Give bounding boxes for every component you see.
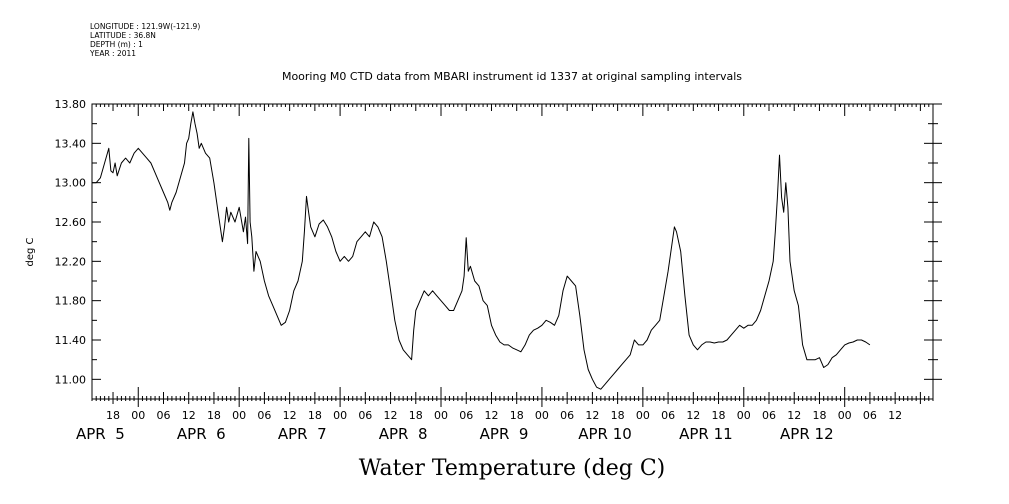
y-tick-label: 13.00 xyxy=(55,177,87,190)
y-axis-label: deg C xyxy=(25,237,36,266)
x-hour-label: 12 xyxy=(585,409,599,422)
x-hour-label: 00 xyxy=(131,409,145,422)
x-hour-label: 06 xyxy=(459,409,473,422)
x-hour-label: 12 xyxy=(283,409,297,422)
x-hour-label: 12 xyxy=(384,409,398,422)
x-day-label: APR 5 xyxy=(76,425,125,443)
series-line xyxy=(92,111,871,390)
y-tick-label: 12.60 xyxy=(55,216,87,229)
x-hour-label: 18 xyxy=(812,409,826,422)
x-hour-label: 12 xyxy=(787,409,801,422)
series-group xyxy=(92,111,871,390)
plot-frame xyxy=(91,103,934,400)
x-hour-label: 00 xyxy=(333,409,347,422)
x-axis-ticks: 18 00 06 12 18 00 06 12 18 00 06 12 18 00 06 12 18 00 06 12… xyxy=(76,104,934,443)
x-hour-label: 06 xyxy=(560,409,574,422)
x-hour-label: 00 xyxy=(434,409,448,422)
x-hour-label: 12 xyxy=(686,409,700,422)
y-tick-label: 11.40 xyxy=(55,334,87,347)
metadata-block: LONGITUDE : 121.9W(-121.9) LATITUDE : 36… xyxy=(90,22,200,58)
y-tick-label: 12.20 xyxy=(55,255,87,268)
x-hour-label: 12 xyxy=(888,409,902,422)
x-hour-label: 00 xyxy=(737,409,751,422)
y-axis-ticks: 11.00 11.40 11.80 12.20 12.60 13.00 13.40 13.80 xyxy=(55,98,942,386)
year-label: YEAR : 2011 xyxy=(90,49,137,58)
x-hour-label: 06 xyxy=(358,409,372,422)
x-hour-label: 18 xyxy=(409,409,423,422)
x-hour-label: 12 xyxy=(182,409,196,422)
x-hour-label: 18 xyxy=(207,409,221,422)
x-hour-label: 00 xyxy=(232,409,246,422)
x-hour-label: 06 xyxy=(661,409,675,422)
chart-title: Mooring M0 CTD data from MBARI instrumen… xyxy=(282,70,742,83)
y-tick-label: 13.80 xyxy=(55,98,87,111)
depth-label: DEPTH (m) : 1 xyxy=(90,40,143,49)
x-hour-label: 06 xyxy=(863,409,877,422)
y-tick-label: 11.80 xyxy=(55,295,87,308)
x-day-label: APR 6 xyxy=(177,425,226,443)
x-hour-label: 18 xyxy=(611,409,625,422)
y-tick-label: 13.40 xyxy=(55,137,87,150)
x-day-label: APR 9 xyxy=(480,425,529,443)
x-day-label: APR 11 xyxy=(679,425,733,443)
x-day-label: APR 7 xyxy=(278,425,327,443)
x-hour-label: 00 xyxy=(636,409,650,422)
x-day-label: APR 10 xyxy=(578,425,632,443)
latitude-label: LATITUDE : 36.8N xyxy=(90,31,156,40)
x-hour-label: 06 xyxy=(762,409,776,422)
x-hour-label: 12 xyxy=(484,409,498,422)
x-hour-label: 06 xyxy=(156,409,170,422)
x-hour-label: 18 xyxy=(510,409,524,422)
y-tick-label: 11.00 xyxy=(55,373,87,386)
x-axis-label: Water Temperature (deg C) xyxy=(359,456,666,481)
x-hour-label: 00 xyxy=(838,409,852,422)
x-day-label: APR 12 xyxy=(780,425,834,443)
x-hour-label: 00 xyxy=(535,409,549,422)
x-hour-label: 18 xyxy=(106,409,120,422)
x-hour-label: 06 xyxy=(257,409,271,422)
x-day-label: APR 8 xyxy=(379,425,428,443)
x-hour-label: 18 xyxy=(308,409,322,422)
x-hour-label: 18 xyxy=(712,409,726,422)
longitude-label: LONGITUDE : 121.9W(-121.9) xyxy=(90,22,201,31)
